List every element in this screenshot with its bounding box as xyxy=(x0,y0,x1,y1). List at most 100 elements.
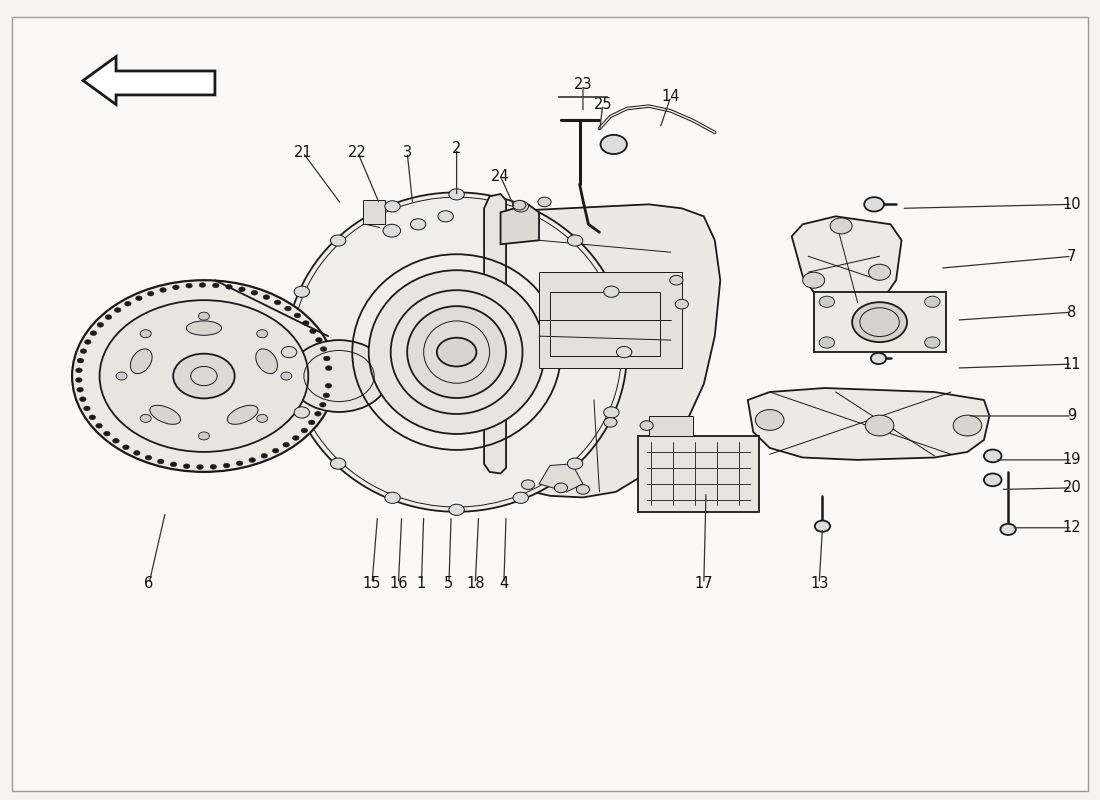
Circle shape xyxy=(173,285,179,290)
Polygon shape xyxy=(539,464,583,492)
Text: 9: 9 xyxy=(1067,409,1077,423)
Circle shape xyxy=(310,329,317,334)
Circle shape xyxy=(513,492,528,503)
Circle shape xyxy=(114,308,121,313)
Circle shape xyxy=(521,480,535,490)
Circle shape xyxy=(73,280,336,472)
Circle shape xyxy=(640,421,653,430)
Circle shape xyxy=(319,402,326,407)
Circle shape xyxy=(385,492,400,503)
Circle shape xyxy=(124,302,131,306)
Circle shape xyxy=(251,290,257,295)
Text: 14: 14 xyxy=(661,89,680,104)
Circle shape xyxy=(869,264,891,280)
Text: 2: 2 xyxy=(452,141,461,156)
Ellipse shape xyxy=(286,192,627,512)
Circle shape xyxy=(308,420,315,425)
Text: 10: 10 xyxy=(1063,197,1081,212)
Circle shape xyxy=(170,462,177,466)
Circle shape xyxy=(604,407,619,418)
Circle shape xyxy=(160,287,166,292)
Circle shape xyxy=(616,346,631,358)
Circle shape xyxy=(320,346,327,351)
Ellipse shape xyxy=(131,349,152,374)
Circle shape xyxy=(449,189,464,200)
Text: 1: 1 xyxy=(417,576,426,591)
Circle shape xyxy=(263,294,270,299)
Circle shape xyxy=(437,338,476,366)
Circle shape xyxy=(383,224,400,237)
Text: 22: 22 xyxy=(349,145,367,160)
Circle shape xyxy=(294,286,309,298)
Circle shape xyxy=(285,306,292,311)
Circle shape xyxy=(226,285,232,290)
Circle shape xyxy=(236,461,243,466)
Circle shape xyxy=(212,283,219,288)
Circle shape xyxy=(984,474,1001,486)
Circle shape xyxy=(954,415,982,436)
Bar xyxy=(550,292,660,356)
Circle shape xyxy=(79,397,86,402)
Circle shape xyxy=(925,337,940,348)
Circle shape xyxy=(670,275,683,285)
Circle shape xyxy=(145,455,152,460)
Circle shape xyxy=(80,349,87,354)
Circle shape xyxy=(116,372,127,380)
Circle shape xyxy=(289,340,388,412)
Circle shape xyxy=(301,428,308,433)
Circle shape xyxy=(803,272,825,288)
Circle shape xyxy=(85,339,91,344)
Circle shape xyxy=(601,135,627,154)
Circle shape xyxy=(984,450,1001,462)
Circle shape xyxy=(302,321,309,326)
Circle shape xyxy=(282,346,297,358)
Text: 18: 18 xyxy=(466,576,484,591)
Circle shape xyxy=(538,197,551,206)
Circle shape xyxy=(385,201,400,212)
Circle shape xyxy=(100,300,308,452)
Circle shape xyxy=(330,235,345,246)
Circle shape xyxy=(568,458,583,470)
Circle shape xyxy=(133,450,140,455)
Circle shape xyxy=(274,300,280,305)
Bar xyxy=(649,416,693,436)
Circle shape xyxy=(199,282,206,287)
Ellipse shape xyxy=(150,406,180,424)
Circle shape xyxy=(1000,524,1015,535)
Circle shape xyxy=(147,291,154,296)
Text: 21: 21 xyxy=(294,145,312,160)
Circle shape xyxy=(261,454,267,458)
Circle shape xyxy=(280,372,292,380)
Circle shape xyxy=(326,366,332,370)
Bar xyxy=(363,200,385,224)
Circle shape xyxy=(568,235,583,246)
Circle shape xyxy=(97,322,103,327)
Text: 25: 25 xyxy=(593,97,612,112)
Polygon shape xyxy=(484,194,506,474)
Circle shape xyxy=(865,197,884,211)
Text: 17: 17 xyxy=(694,576,713,591)
Text: 23: 23 xyxy=(574,77,592,92)
Bar xyxy=(814,292,946,352)
Circle shape xyxy=(830,218,852,234)
Circle shape xyxy=(173,354,234,398)
Circle shape xyxy=(820,296,835,307)
Polygon shape xyxy=(792,216,902,308)
Circle shape xyxy=(554,483,568,493)
Circle shape xyxy=(76,378,82,382)
Circle shape xyxy=(273,448,279,453)
Circle shape xyxy=(866,415,894,436)
Bar xyxy=(539,272,682,368)
Circle shape xyxy=(210,465,217,470)
Circle shape xyxy=(90,330,97,335)
Text: 16: 16 xyxy=(389,576,408,591)
Circle shape xyxy=(77,387,84,392)
Circle shape xyxy=(89,415,96,420)
Polygon shape xyxy=(84,57,214,105)
Circle shape xyxy=(122,445,129,450)
Text: 3: 3 xyxy=(403,145,411,160)
Circle shape xyxy=(198,312,209,320)
Text: 5: 5 xyxy=(444,576,453,591)
Circle shape xyxy=(256,330,267,338)
Circle shape xyxy=(283,442,289,447)
